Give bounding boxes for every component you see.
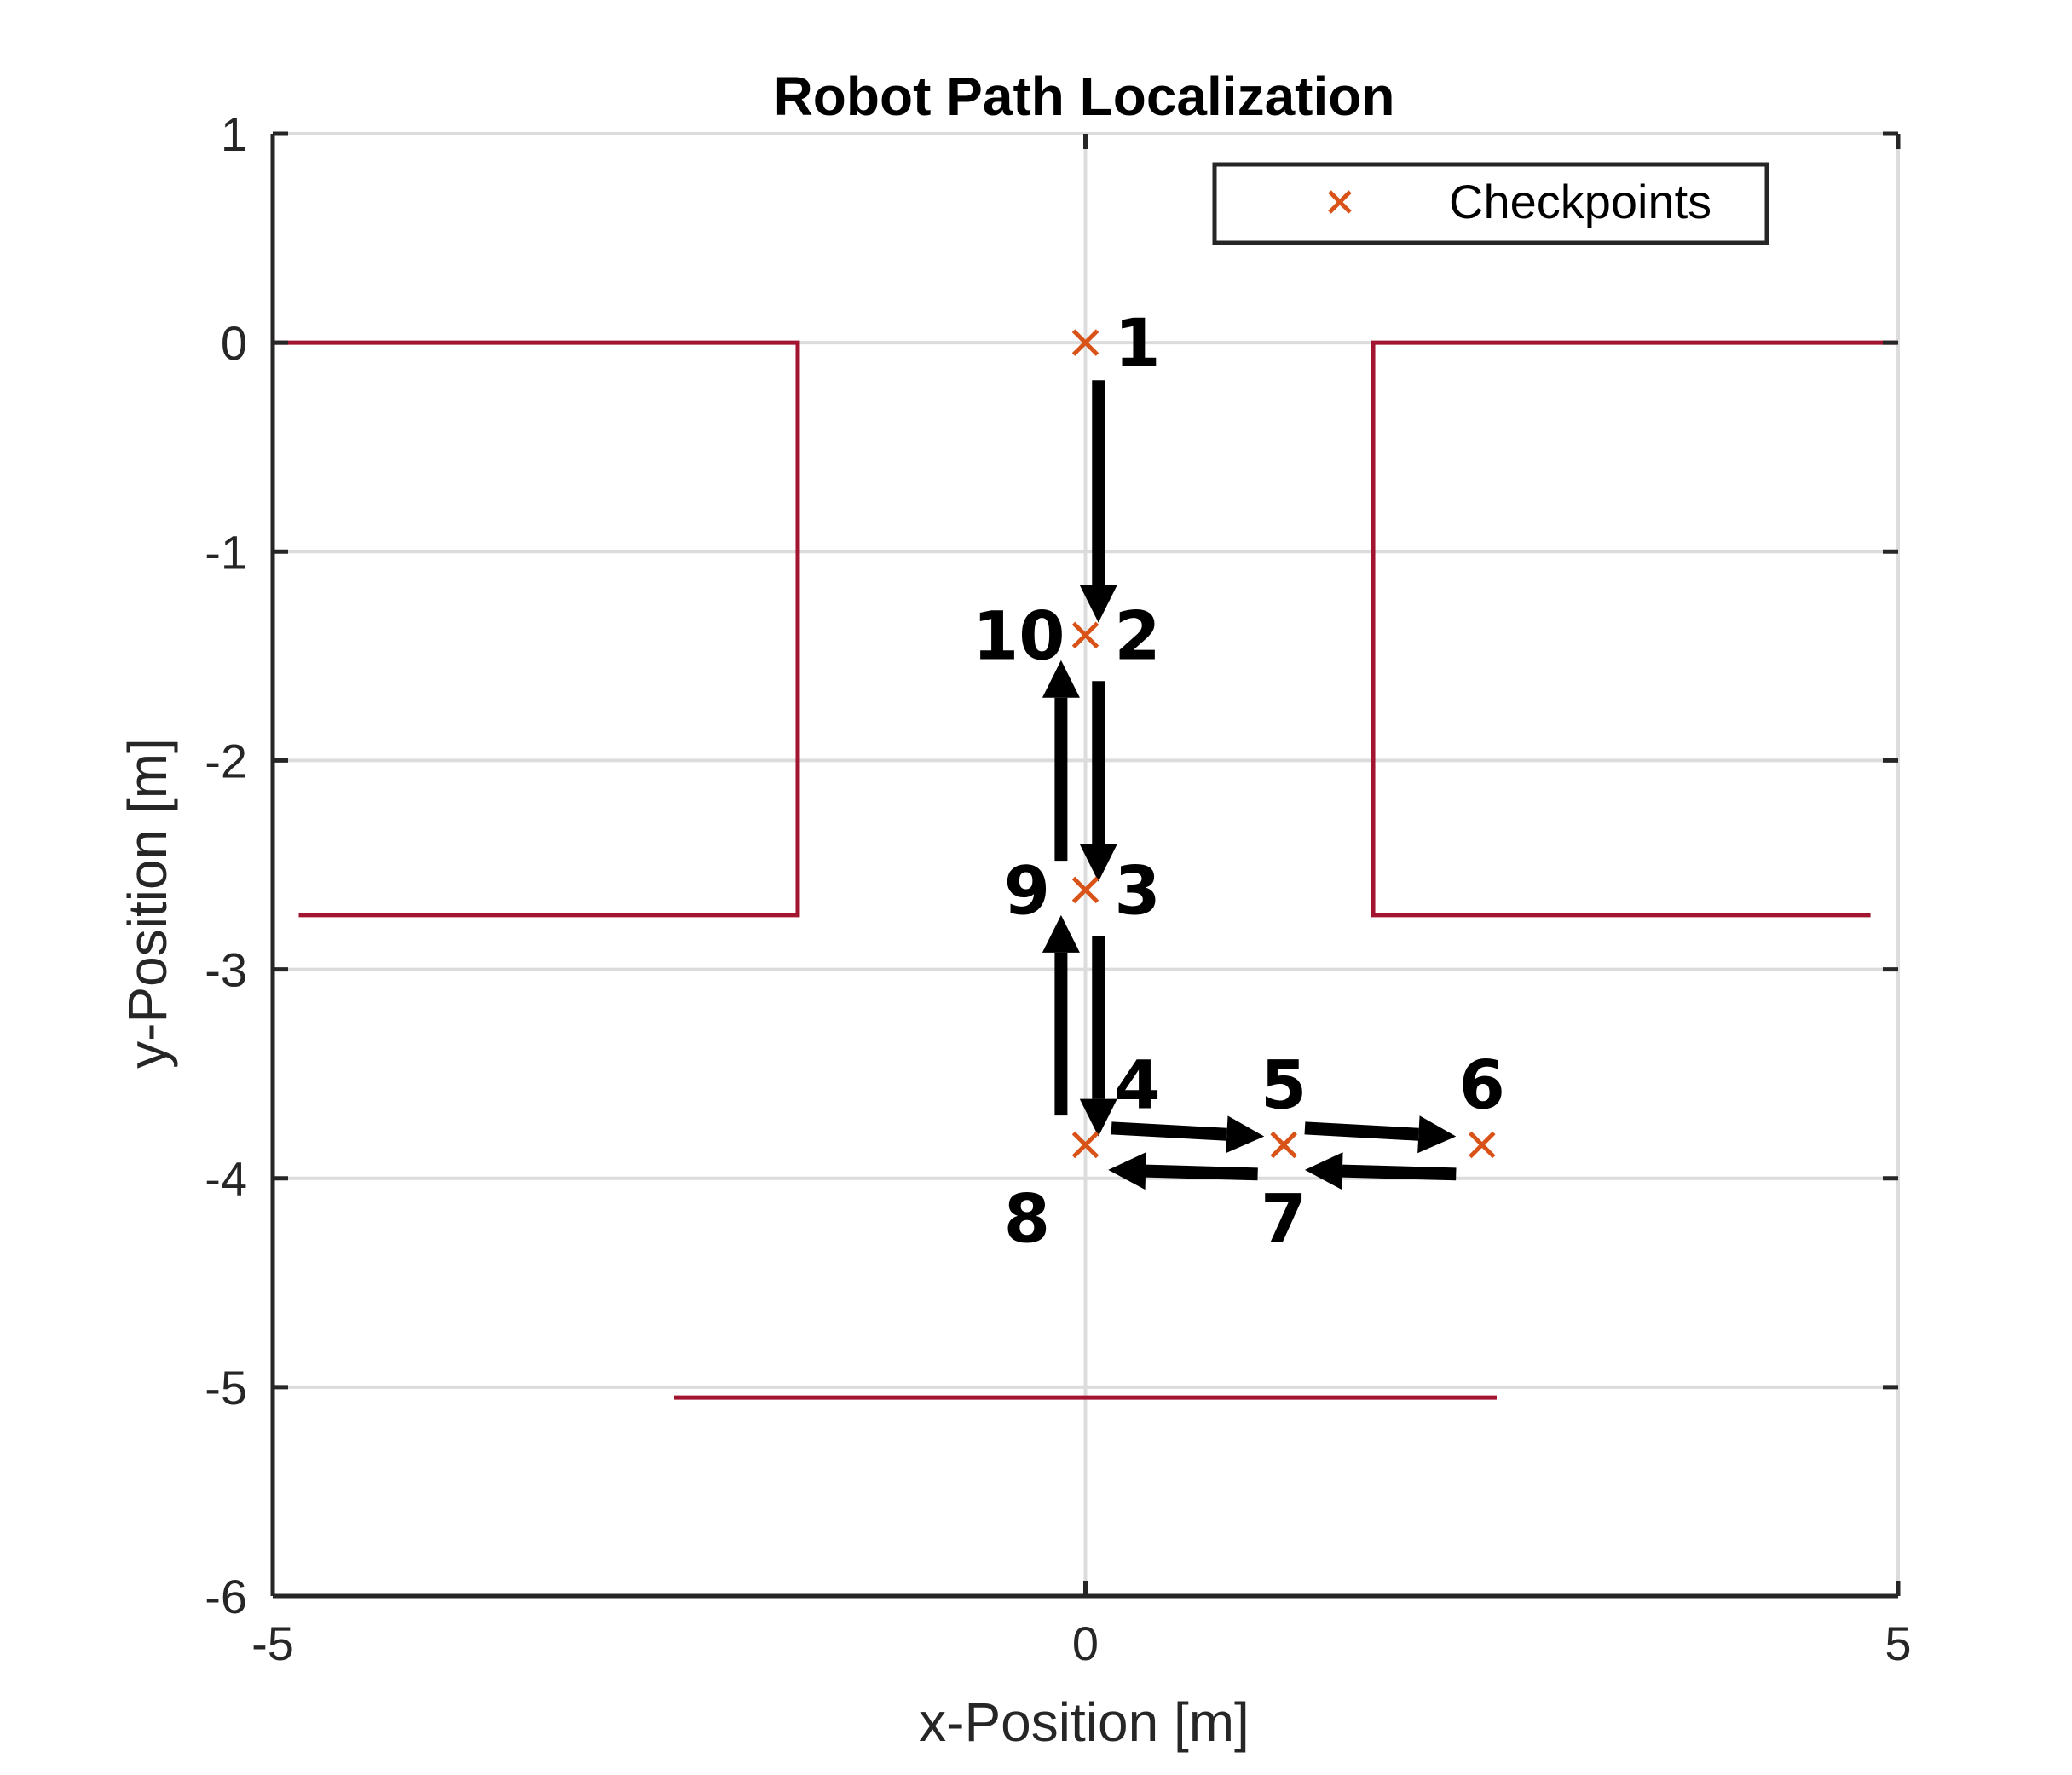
arrow-shaft	[1342, 1164, 1457, 1181]
checkpoint-marker	[1071, 621, 1099, 649]
checkpoint-marker	[1469, 1131, 1496, 1159]
checkpoint-labels: 1 10 2 9 3 4 5 6 7 8	[973, 306, 1505, 1258]
checkpoint-marker	[1071, 329, 1099, 356]
walls	[273, 340, 1897, 1400]
checkpoint-label-8: 8	[1004, 1181, 1050, 1258]
checkpoint-label-7: 7	[1261, 1181, 1307, 1258]
checkpoint-label-10: 10	[973, 598, 1065, 675]
y-tick-label: -5	[205, 1361, 247, 1415]
arrow-head	[1226, 1115, 1265, 1154]
x-axis-label: x-Position [m]	[919, 1691, 1250, 1753]
y-tick-label: -6	[205, 1570, 247, 1623]
arrow-head	[1042, 914, 1080, 953]
arrow-head	[1079, 585, 1117, 623]
y-tick-label: -2	[205, 734, 247, 787]
checkpoint-markers	[1071, 329, 1496, 1159]
checkpoint-label-2: 2	[1114, 598, 1160, 675]
checkpoint-label-6: 6	[1459, 1047, 1505, 1124]
arrow-head	[1079, 1098, 1117, 1137]
checkpoint-marker	[1071, 876, 1099, 904]
tick-labels: -5 0 510-1-2-3-4-5-6	[205, 107, 1911, 1670]
y-tick-label: -3	[205, 943, 247, 997]
checkpoint-marker	[1071, 1131, 1099, 1159]
marker-stroke	[1071, 876, 1099, 904]
y-tick-label: 0	[221, 316, 247, 370]
x-tick-label: 0	[1072, 1617, 1099, 1670]
marker-stroke	[1469, 1131, 1496, 1159]
path-arrow	[1108, 1152, 1258, 1190]
path-arrow	[1079, 681, 1117, 882]
arrow-shaft	[1111, 1121, 1227, 1141]
wall-line-1	[273, 340, 800, 918]
legend-box	[1212, 162, 1769, 245]
checkpoint-label-4: 4	[1114, 1047, 1160, 1124]
marker-stroke	[1071, 1131, 1099, 1159]
legend-entry-checkpoints: Checkpoints	[1449, 175, 1711, 228]
y-tick-label: 1	[221, 107, 247, 161]
path-arrow	[1042, 914, 1080, 1116]
marker-stroke	[1071, 329, 1099, 356]
path-arrow	[1111, 1115, 1265, 1154]
x-tick-label: 5	[1884, 1617, 1911, 1670]
legend: Checkpoints	[1212, 162, 1769, 245]
chart-title: Robot Path Localization	[774, 66, 1395, 127]
arrow-head	[1304, 1152, 1343, 1190]
path-arrow	[1304, 1152, 1457, 1190]
grid-lines	[271, 132, 1900, 1598]
path-arrows	[1042, 380, 1457, 1190]
path-arrow	[1079, 936, 1117, 1137]
y-axis-label: y-Position [m]	[117, 738, 178, 1069]
y-tick-label: -4	[205, 1152, 247, 1206]
path-arrow	[1304, 1115, 1457, 1154]
path-arrow	[1042, 660, 1080, 862]
arrow-head	[1079, 844, 1117, 882]
checkpoint-label-3: 3	[1114, 853, 1160, 930]
legend-marker-icon	[1328, 190, 1352, 214]
checkpoint-marker	[1270, 1131, 1297, 1159]
checkpoint-label-1: 1	[1114, 306, 1160, 383]
checkpoint-label-5: 5	[1261, 1047, 1307, 1124]
arrow-head	[1417, 1115, 1457, 1154]
checkpoint-label-9: 9	[1004, 853, 1050, 930]
path-arrow	[1079, 380, 1117, 623]
arrow-head	[1042, 660, 1080, 698]
marker-stroke	[1071, 621, 1099, 649]
arrow-head	[1108, 1152, 1146, 1190]
x-tick-label: -5	[251, 1617, 294, 1670]
wall-line-2	[1371, 340, 1897, 918]
arrow-shaft	[1304, 1121, 1419, 1141]
axes	[270, 131, 1901, 1599]
marker-stroke	[1270, 1131, 1297, 1159]
y-tick-label: -1	[205, 525, 247, 579]
arrow-shaft	[1145, 1164, 1258, 1181]
